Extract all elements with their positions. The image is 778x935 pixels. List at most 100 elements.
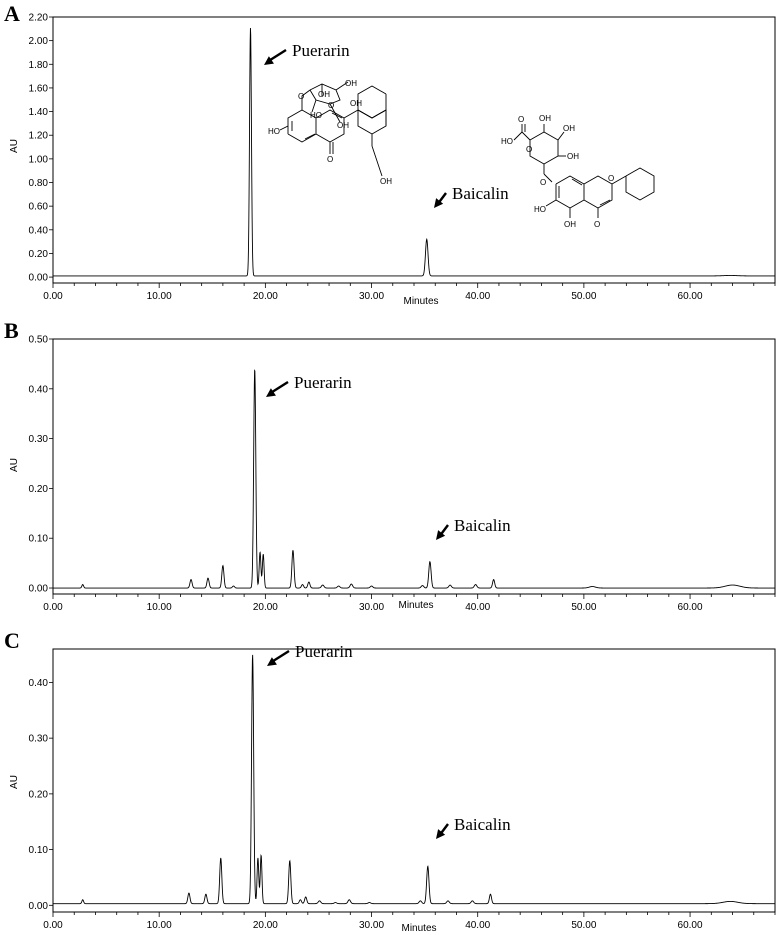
y-tick-label: 0.00 [29, 273, 49, 284]
y-tick-label: 0.80 [29, 178, 49, 189]
x-axis-label: Minutes [401, 923, 436, 934]
annotation-arrowhead [436, 530, 446, 540]
chem-label: O [526, 145, 532, 154]
chem-label: HO [310, 111, 322, 120]
puerarin-structure-labels: OH O OH OH HO OH HO O O OH [268, 79, 392, 186]
x-tick-label: 0.00 [43, 602, 63, 613]
annotation-arrowhead [267, 657, 277, 666]
y-axis-label: AU [9, 139, 20, 153]
chem-label: O [328, 101, 334, 110]
plot-frame [52, 648, 776, 913]
x-axis-label: Minutes [398, 600, 433, 611]
y-tick-label: 0.00 [29, 901, 49, 912]
y-tick-label: 0.30 [29, 434, 49, 445]
chem-label: OH [318, 90, 330, 99]
annotation-puerarin: Puerarin [295, 642, 353, 661]
x-tick-label: 20.00 [253, 291, 278, 302]
panel-label-c: C [4, 628, 20, 653]
y-tick-label: 0.60 [29, 202, 49, 213]
y-tick-label: 2.00 [29, 36, 49, 47]
chem-label: OH [350, 99, 362, 108]
x-tick-label: 10.00 [147, 602, 172, 613]
x-axis-label: Minutes [403, 296, 438, 307]
chem-label: HO [534, 205, 546, 214]
chromatogram-panel-c: C AU Minutes Puerarin Baicalin 0.00 10.00… [4, 628, 776, 934]
plot-frame [52, 16, 776, 284]
y-tick-label: 0.30 [29, 734, 49, 745]
y-tick-label: 0.20 [29, 789, 49, 800]
y-tick-label: 0.40 [29, 225, 49, 236]
x-tick-label: 30.00 [359, 602, 384, 613]
x-tick-label: 10.00 [147, 920, 172, 931]
x-tick-label: 30.00 [359, 920, 384, 931]
x-tick-label: 50.00 [571, 920, 596, 931]
panel-label-a: A [4, 1, 20, 26]
x-tick-label: 40.00 [465, 291, 490, 302]
chem-label: O [540, 178, 546, 187]
x-tick-label: 20.00 [253, 920, 278, 931]
chem-label: O [608, 174, 614, 183]
chem-label: OH [345, 79, 357, 88]
y-tick-label: 1.20 [29, 131, 49, 142]
chromatogram-panel-b: B AU Minutes Puerarin Baicalin 0.00 10.00… [4, 318, 776, 613]
chromatogram-trace [53, 654, 775, 905]
chem-label: HO [501, 137, 513, 146]
y-tick-label: 2.20 [29, 13, 49, 24]
annotation-puerarin: Puerarin [292, 41, 350, 60]
x-tick-label: 0.00 [43, 291, 63, 302]
y-tick-label: 1.80 [29, 60, 49, 71]
chromatogram-panel-a: A AU Minutes Puerarin Baicalin 0.00 10.00… [4, 1, 776, 307]
x-tick-label: 30.00 [359, 291, 384, 302]
chromatogram-trace [53, 27, 775, 277]
y-tick-label: 0.50 [29, 335, 49, 346]
chem-label: HO [268, 127, 280, 136]
x-tick-label: 50.00 [571, 602, 596, 613]
annotation-baicalin: Baicalin [452, 184, 509, 203]
x-tick-label: 0.00 [43, 920, 63, 931]
x-tick-label: 60.00 [678, 602, 703, 613]
annotation-arrowhead [264, 56, 274, 65]
y-tick-label: 0.10 [29, 845, 49, 856]
chem-label: OH [567, 152, 579, 161]
x-tick-label: 20.00 [253, 602, 278, 613]
y-tick-label: 1.40 [29, 107, 49, 118]
annotation-baicalin: Baicalin [454, 516, 511, 535]
chem-label: OH [564, 220, 576, 229]
chem-label: O [298, 92, 304, 101]
x-tick-label: 50.00 [571, 291, 596, 302]
y-tick-label: 0.40 [29, 384, 49, 395]
y-tick-label: 1.00 [29, 154, 49, 165]
baicalin-structure-labels: O HO OH OH OH O O O HO OH O [501, 114, 614, 229]
plot-frame [52, 338, 776, 595]
baicalin-structure [513, 124, 655, 218]
y-tick-label: 1.60 [29, 83, 49, 94]
chromatogram-trace [53, 369, 775, 589]
chem-label: OH [563, 124, 575, 133]
y-axis-label: AU [9, 458, 20, 472]
y-tick-label: 0.40 [29, 678, 49, 689]
chem-label: OH [539, 114, 551, 123]
annotation-arrowhead [436, 829, 446, 839]
chem-label: O [518, 115, 524, 124]
y-tick-label: 0.00 [29, 584, 49, 595]
chem-label: OH [337, 121, 349, 130]
annotation-puerarin: Puerarin [294, 373, 352, 392]
annotation-baicalin: Baicalin [454, 815, 511, 834]
annotation-arrowhead [266, 388, 276, 397]
chem-label: O [594, 220, 600, 229]
x-tick-label: 10.00 [147, 291, 172, 302]
chem-label: O [327, 155, 333, 164]
chem-label: OH [380, 177, 392, 186]
y-tick-label: 0.20 [29, 249, 49, 260]
x-tick-label: 40.00 [465, 920, 490, 931]
x-tick-label: 60.00 [678, 920, 703, 931]
puerarin-structure [279, 81, 387, 177]
x-tick-label: 60.00 [678, 291, 703, 302]
annotation-arrowhead [434, 198, 444, 208]
y-tick-label: 0.10 [29, 534, 49, 545]
x-tick-label: 40.00 [465, 602, 490, 613]
y-axis-label: AU [9, 775, 20, 789]
panel-label-b: B [4, 318, 19, 343]
y-tick-label: 0.20 [29, 484, 49, 495]
